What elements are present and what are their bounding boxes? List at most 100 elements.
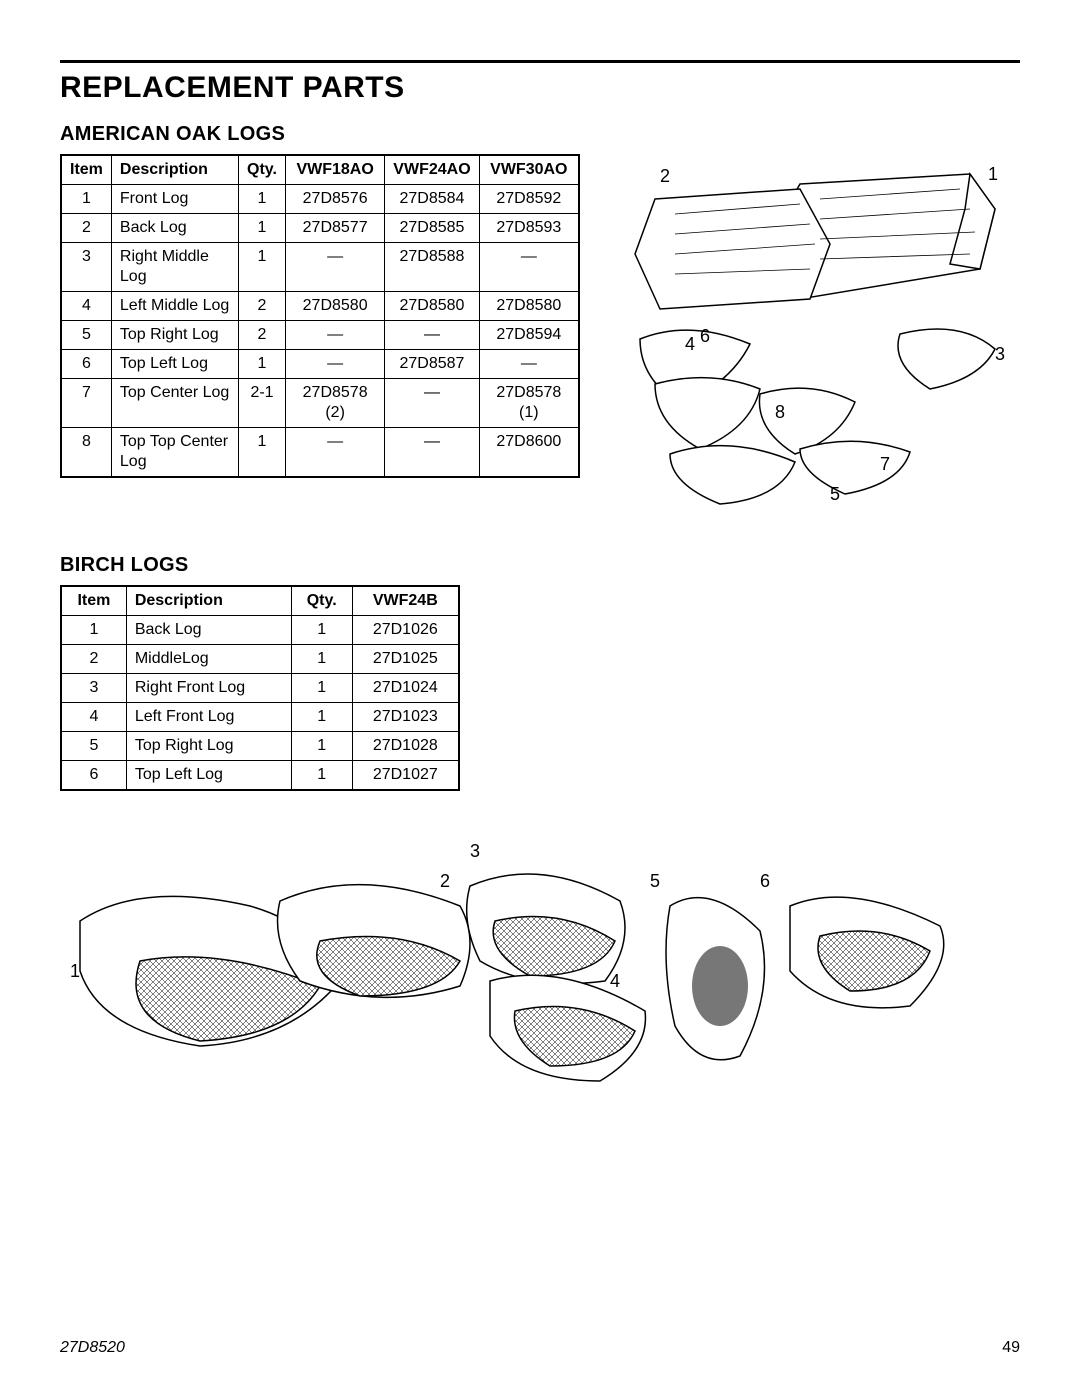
cell-v: 27D1027 (352, 761, 459, 791)
oak-diagram: 12345678 (600, 154, 1020, 514)
diagram-callout: 1 (988, 164, 998, 185)
oak-col-desc: Description (111, 155, 238, 185)
cell-desc: Left Middle Log (111, 292, 238, 321)
diagram-callout: 4 (685, 334, 695, 355)
page-footer: 27D8520 49 (60, 1339, 1020, 1357)
table-row: 3Right Middle Log1—27D8588— (61, 243, 579, 292)
cell-desc: Front Log (111, 185, 238, 214)
diagram-callout: 8 (775, 402, 785, 423)
cell-item: 1 (61, 616, 126, 645)
cell-v18: — (285, 428, 384, 478)
table-row: 4Left Middle Log227D858027D858027D8580 (61, 292, 579, 321)
birch-col-desc: Description (126, 586, 291, 616)
cell-qty: 1 (291, 616, 352, 645)
cell-item: 3 (61, 243, 111, 292)
cell-v30: — (479, 243, 579, 292)
cell-qty: 1 (291, 732, 352, 761)
birch-col-v: VWF24B (352, 586, 459, 616)
diagram-callout: 6 (760, 871, 770, 892)
diagram-callout: 4 (610, 971, 620, 992)
table-row: 2Back Log127D857727D858527D8593 (61, 214, 579, 243)
cell-qty: 2 (239, 321, 286, 350)
cell-v18: — (285, 243, 384, 292)
cell-v30: 27D8580 (479, 292, 579, 321)
oak-col-v24: VWF24AO (385, 155, 479, 185)
table-row: 1Front Log127D857627D858427D8592 (61, 185, 579, 214)
cell-v30: 27D8593 (479, 214, 579, 243)
diagram-callout: 5 (830, 484, 840, 505)
cell-item: 5 (61, 732, 126, 761)
cell-v24: 27D8584 (385, 185, 479, 214)
cell-v: 27D1023 (352, 703, 459, 732)
cell-v18: — (285, 350, 384, 379)
cell-v18: 27D8576 (285, 185, 384, 214)
diagram-callout: 1 (70, 961, 80, 982)
cell-desc: Left Front Log (126, 703, 291, 732)
cell-v: 27D1026 (352, 616, 459, 645)
oak-title: AMERICAN OAK LOGS (60, 123, 1020, 146)
oak-col-v30: VWF30AO (479, 155, 579, 185)
oak-col-v18: VWF18AO (285, 155, 384, 185)
section-oak: AMERICAN OAK LOGS Item Description Qty. … (60, 123, 1020, 514)
cell-desc: Top Right Log (111, 321, 238, 350)
cell-v24: 27D8580 (385, 292, 479, 321)
cell-v30: 27D8600 (479, 428, 579, 478)
page-number: 49 (1002, 1339, 1020, 1357)
cell-item: 6 (61, 350, 111, 379)
cell-v18: 27D8580 (285, 292, 384, 321)
cell-qty: 1 (239, 243, 286, 292)
cell-v24: — (385, 321, 479, 350)
table-row: 1Back Log127D1026 (61, 616, 459, 645)
cell-v: 27D1024 (352, 674, 459, 703)
cell-v30: — (479, 350, 579, 379)
birch-col-item: Item (61, 586, 126, 616)
section-birch: BIRCH LOGS Item Description Qty. VWF24B … (60, 554, 1020, 1111)
diagram-callout: 5 (650, 871, 660, 892)
cell-v18: — (285, 321, 384, 350)
cell-qty: 1 (239, 428, 286, 478)
cell-desc: Top Left Log (111, 350, 238, 379)
cell-qty: 1 (291, 645, 352, 674)
cell-v30: 27D8592 (479, 185, 579, 214)
cell-item: 5 (61, 321, 111, 350)
oak-table: Item Description Qty. VWF18AO VWF24AO VW… (60, 154, 580, 478)
table-row: 5Top Right Log127D1028 (61, 732, 459, 761)
birch-logs-illustration (60, 811, 1020, 1111)
cell-v18: 27D8577 (285, 214, 384, 243)
cell-item: 4 (61, 703, 126, 732)
table-row: 6Top Left Log127D1027 (61, 761, 459, 791)
oak-logs-illustration (600, 154, 1020, 514)
diagram-callout: 3 (470, 841, 480, 862)
table-row: 5Top Right Log2——27D8594 (61, 321, 579, 350)
cell-desc: Right Front Log (126, 674, 291, 703)
cell-v24: 27D8585 (385, 214, 479, 243)
diagram-callout: 2 (660, 166, 670, 187)
cell-v30: 27D8578 (1) (479, 379, 579, 428)
cell-desc: Top Center Log (111, 379, 238, 428)
birch-title: BIRCH LOGS (60, 554, 1020, 577)
cell-desc: Top Top Center Log (111, 428, 238, 478)
cell-v24: — (385, 428, 479, 478)
cell-item: 4 (61, 292, 111, 321)
birch-col-qty: Qty. (291, 586, 352, 616)
birch-table: Item Description Qty. VWF24B 1Back Log12… (60, 585, 460, 791)
cell-qty: 1 (239, 214, 286, 243)
cell-desc: MiddleLog (126, 645, 291, 674)
cell-v: 27D1028 (352, 732, 459, 761)
cell-item: 3 (61, 674, 126, 703)
cell-desc: Back Log (126, 616, 291, 645)
diagram-callout: 3 (995, 344, 1005, 365)
table-row: 7Top Center Log2-127D8578 (2)—27D8578 (1… (61, 379, 579, 428)
cell-qty: 1 (291, 703, 352, 732)
page-title: REPLACEMENT PARTS (60, 71, 1020, 105)
cell-v18: 27D8578 (2) (285, 379, 384, 428)
table-row: 3Right Front Log127D1024 (61, 674, 459, 703)
table-row: 2MiddleLog127D1025 (61, 645, 459, 674)
cell-v: 27D1025 (352, 645, 459, 674)
table-row: 4Left Front Log127D1023 (61, 703, 459, 732)
table-row: 8Top Top Center Log1——27D8600 (61, 428, 579, 478)
cell-item: 7 (61, 379, 111, 428)
cell-qty: 1 (239, 185, 286, 214)
cell-item: 6 (61, 761, 126, 791)
cell-v24: — (385, 379, 479, 428)
